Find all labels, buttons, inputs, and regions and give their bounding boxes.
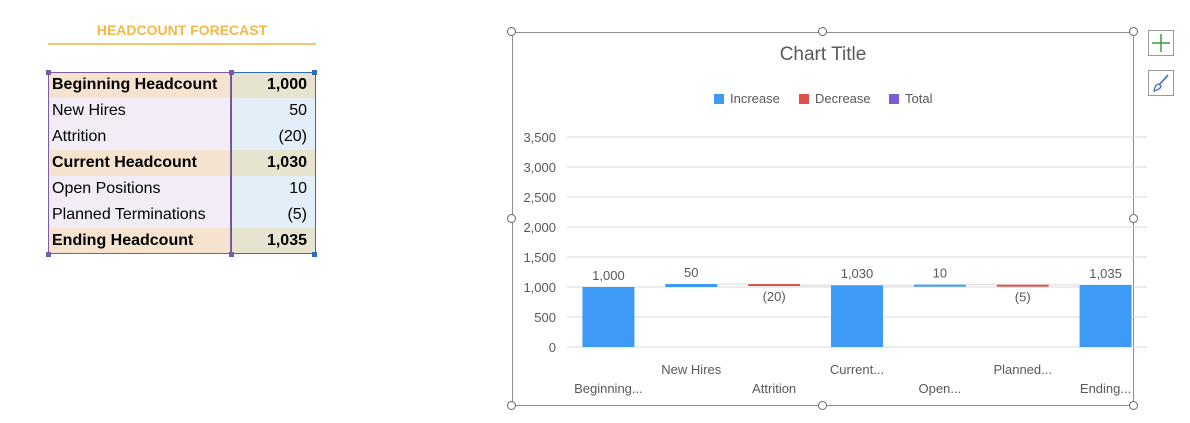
- resize-handle[interactable]: [507, 214, 516, 223]
- table-row[interactable]: Beginning Headcount 1,000: [48, 72, 316, 98]
- row-label[interactable]: Current Headcount: [48, 150, 231, 176]
- y-tick-label: 3,500: [523, 130, 556, 145]
- sheet-title: HEADCOUNT FORECAST: [96, 22, 268, 38]
- resize-handle[interactable]: [1129, 214, 1138, 223]
- y-tick-label: 1,500: [523, 250, 556, 265]
- brush-icon: [1153, 74, 1169, 92]
- waterfall-bar: [582, 287, 635, 347]
- title-underline: [48, 43, 316, 45]
- y-tick-label: 3,000: [523, 160, 556, 175]
- chart-elements-button[interactable]: [1148, 30, 1174, 56]
- y-tick-label: 2,000: [523, 220, 556, 235]
- legend-swatch: [714, 94, 724, 104]
- chart-styles-button[interactable]: [1148, 70, 1174, 96]
- legend-label: Total: [905, 91, 933, 106]
- waterfall-bar: [1079, 284, 1132, 347]
- resize-handle[interactable]: [507, 401, 516, 410]
- legend-label: Increase: [730, 91, 780, 106]
- resize-handle[interactable]: [1129, 401, 1138, 410]
- row-label[interactable]: Attrition: [48, 124, 231, 150]
- row-label[interactable]: Open Positions: [48, 176, 231, 202]
- legend-label: Decrease: [815, 91, 871, 106]
- data-label: (5): [1015, 290, 1031, 305]
- range-handle[interactable]: [229, 70, 234, 75]
- row-value[interactable]: (5): [231, 202, 316, 228]
- data-label: 1,030: [841, 266, 874, 281]
- legend-item-total[interactable]: Total: [889, 91, 932, 107]
- data-label: 10: [933, 266, 947, 281]
- category-label: Planned...: [993, 362, 1052, 377]
- range-handle[interactable]: [312, 70, 317, 75]
- data-label: 1,035: [1089, 266, 1122, 281]
- row-label[interactable]: New Hires: [48, 98, 231, 124]
- chart-title[interactable]: Chart Title: [779, 44, 867, 65]
- row-label[interactable]: Ending Headcount: [48, 228, 231, 254]
- resize-handle[interactable]: [507, 27, 516, 36]
- range-handle[interactable]: [46, 70, 51, 75]
- row-label[interactable]: Beginning Headcount: [48, 72, 231, 98]
- category-label: Ending...: [1080, 381, 1131, 396]
- table-row[interactable]: New Hires 50: [48, 98, 316, 124]
- row-value[interactable]: 10: [231, 176, 316, 202]
- waterfall-bar: [913, 284, 966, 287]
- table-row[interactable]: Open Positions 10: [48, 176, 316, 202]
- category-label: Open...: [919, 381, 962, 396]
- category-label: Beginning...: [574, 381, 643, 396]
- table-row[interactable]: Ending Headcount 1,035: [48, 228, 316, 254]
- y-tick-label: 2,500: [523, 190, 556, 205]
- plus-icon: [1152, 34, 1170, 52]
- y-tick-label: 1,000: [523, 280, 556, 295]
- range-handle[interactable]: [46, 252, 51, 257]
- waterfall-bar: [665, 284, 718, 287]
- resize-handle[interactable]: [818, 27, 827, 36]
- resize-handle[interactable]: [1129, 27, 1138, 36]
- waterfall-bar: [748, 284, 801, 286]
- table-row[interactable]: Attrition (20): [48, 124, 316, 150]
- category-label: New Hires: [661, 362, 721, 377]
- row-value[interactable]: 1,000: [231, 72, 316, 98]
- resize-handle[interactable]: [818, 401, 827, 410]
- waterfall-bar: [831, 285, 883, 347]
- table-row[interactable]: Planned Terminations (5): [48, 202, 316, 228]
- row-value[interactable]: (20): [231, 124, 316, 150]
- data-label: (20): [763, 289, 786, 304]
- category-label: Current...: [830, 362, 884, 377]
- row-value[interactable]: 1,035: [231, 228, 316, 254]
- row-label[interactable]: Planned Terminations: [48, 202, 231, 228]
- waterfall-bar: [996, 284, 1049, 287]
- legend-item-decrease[interactable]: Decrease: [799, 91, 871, 107]
- category-label: Attrition: [752, 381, 796, 396]
- y-tick-label: 0: [549, 340, 556, 355]
- row-value[interactable]: 1,030: [231, 150, 316, 176]
- y-tick-label: 500: [534, 310, 556, 325]
- data-label: 1,000: [592, 268, 625, 283]
- legend-swatch: [889, 94, 899, 104]
- legend-item-increase[interactable]: Increase: [714, 91, 780, 107]
- table-row[interactable]: Current Headcount 1,030: [48, 150, 316, 176]
- data-label: 50: [684, 265, 698, 280]
- legend-swatch: [799, 94, 809, 104]
- range-handle[interactable]: [312, 252, 317, 257]
- row-value[interactable]: 50: [231, 98, 316, 124]
- range-handle[interactable]: [229, 252, 234, 257]
